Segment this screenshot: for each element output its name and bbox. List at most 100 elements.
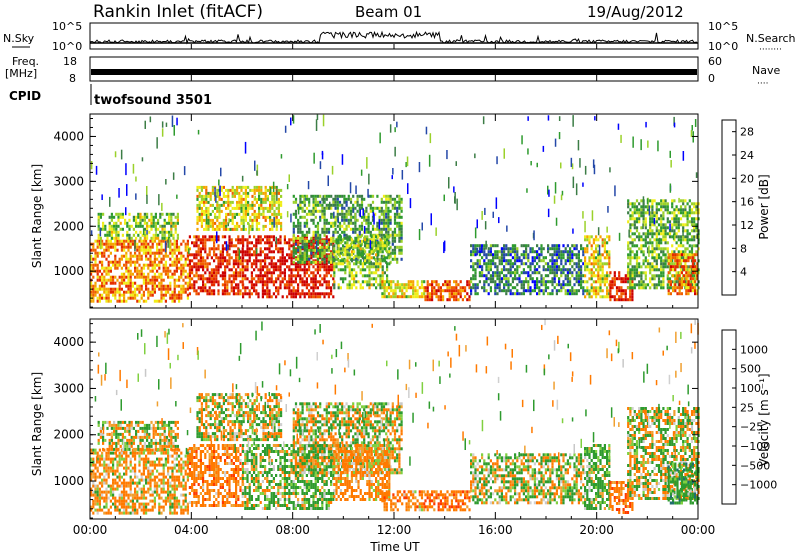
power-echo-cell <box>228 244 231 248</box>
power-echo-cell <box>268 268 271 272</box>
power-echo-cell <box>569 280 572 284</box>
power-echo-cell <box>549 292 552 296</box>
power-echo-cell <box>237 283 240 287</box>
power-echo-cell <box>198 218 201 222</box>
power-echo-cell <box>368 271 371 275</box>
power-echo-cell <box>624 274 627 278</box>
power-echo-cell <box>242 203 245 207</box>
power-echo-cell <box>380 221 383 225</box>
power-echo-cell <box>509 259 512 263</box>
power-echo-cell <box>290 238 293 242</box>
power-echo-cell <box>674 265 677 269</box>
power-echo-cell <box>366 265 369 269</box>
power-echo-cell <box>145 281 148 285</box>
power-echo-cell <box>542 280 545 284</box>
power-echo-cell <box>136 287 139 291</box>
power-echo-cell <box>689 277 692 281</box>
power-echo-cell <box>233 194 236 198</box>
power-echo-cell <box>687 280 690 284</box>
power-echo-cell <box>292 227 295 231</box>
power-echo-cell <box>558 247 561 251</box>
power-echo-cell <box>400 233 403 237</box>
power-echo-cell <box>203 209 206 213</box>
power-echo-cell <box>393 248 397 252</box>
power-echo-cell <box>695 271 698 275</box>
power-echo-cell <box>288 238 291 242</box>
power-echo-cell <box>343 233 346 237</box>
power-echo-cell <box>423 292 426 296</box>
power-echo-cell <box>240 227 243 231</box>
power-echo-cell <box>378 209 381 213</box>
power-echo-cell <box>353 274 356 278</box>
power-echo-cell <box>369 230 372 234</box>
power-echo-cell <box>90 281 93 285</box>
power-echo-cell <box>92 284 95 288</box>
power-echo-cell <box>258 206 261 210</box>
power-echo-cell <box>118 299 121 303</box>
power-echo-cell <box>346 250 349 254</box>
power-echo-cell <box>125 239 128 243</box>
power-echo-cell <box>355 280 358 284</box>
power-echo-cell <box>248 256 251 260</box>
power-echo-cell <box>202 283 205 287</box>
power-echo-cell <box>655 283 658 287</box>
power-echo-cell <box>588 256 591 260</box>
power-echo-cell <box>327 292 330 296</box>
power-echo-cell <box>333 247 336 251</box>
power-echo-cell <box>343 215 346 219</box>
power-echo-cell <box>200 209 203 213</box>
power-echo-cell <box>103 269 106 273</box>
power-echo-cell <box>457 289 460 293</box>
power-echo-cell <box>139 230 142 234</box>
power-echo-cell <box>606 289 609 293</box>
power-echo-cell <box>115 212 118 216</box>
power-echo-cell <box>385 200 388 204</box>
power-echo-cell <box>321 277 324 281</box>
power-echo-cell <box>261 277 264 281</box>
power-echo-cell <box>145 284 148 288</box>
power-echo-cell <box>248 235 251 239</box>
power-echo-cell <box>342 268 345 272</box>
power-echo-cell <box>553 268 556 272</box>
power-echo-cell <box>669 256 672 260</box>
power-echo-cell <box>572 176 575 189</box>
power-echo-cell <box>299 239 302 243</box>
power-echo-cell <box>635 235 639 239</box>
power-echo-cell <box>205 185 208 189</box>
power-echo-cell <box>277 191 280 195</box>
power-echo-cell <box>631 217 634 221</box>
power-echo-cell <box>184 248 187 252</box>
power-echo-cell <box>387 230 390 234</box>
power-echo-cell <box>695 202 698 206</box>
power-echo-cell <box>496 274 499 278</box>
power-echo-cell <box>273 185 276 189</box>
power-echo-cell <box>437 286 440 290</box>
power-echo-cell <box>435 295 438 299</box>
power-echo-cell <box>314 292 317 296</box>
power-echo-cell <box>674 283 677 287</box>
power-echo-cell <box>387 286 391 290</box>
power-echo-cell <box>446 150 448 160</box>
power-echo-cell <box>180 284 183 288</box>
power-echo-cell <box>446 283 449 287</box>
power-echo-cell <box>542 268 545 272</box>
power-echo-cell <box>472 265 475 269</box>
power-echo-cell <box>125 269 128 273</box>
power-echo-cell <box>224 277 227 281</box>
power-echo-cell <box>316 268 319 272</box>
power-echo-cell <box>158 284 161 288</box>
power-echo-cell <box>244 259 247 263</box>
power-echo-cell <box>644 211 647 215</box>
power-echo-cell <box>299 197 302 201</box>
power-echo-cell <box>378 206 381 210</box>
power-echo-cell <box>435 283 438 287</box>
power-echo-cell <box>94 284 97 288</box>
power-echo-cell <box>134 290 137 294</box>
power-echo-cell <box>292 251 295 255</box>
power-echo-cell <box>98 284 101 288</box>
power-echo-cell <box>476 262 479 266</box>
power-echo-cell <box>549 271 552 275</box>
power-echo-cell <box>188 271 191 275</box>
power-echo-cell <box>147 272 150 276</box>
power-echo-cell <box>188 247 191 251</box>
